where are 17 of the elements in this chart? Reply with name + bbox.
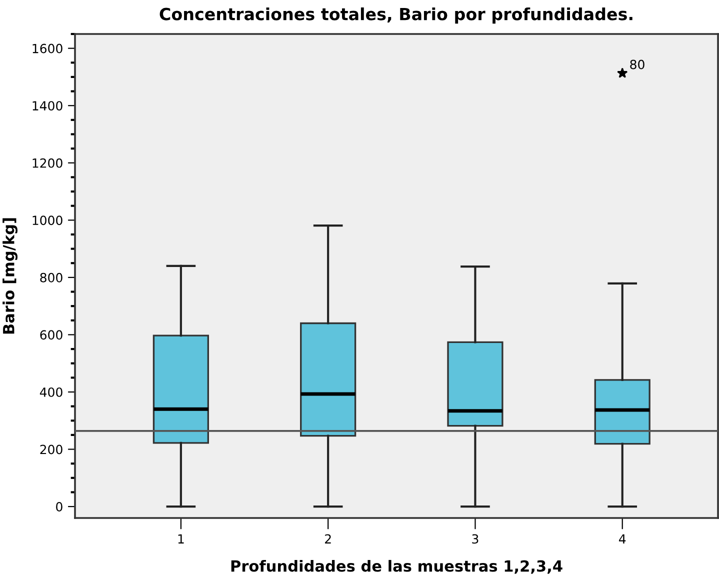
y-tick-label: 1600 [32, 44, 62, 54]
y-tick-label: 400 [40, 387, 62, 397]
y-tick-label: 200 [40, 444, 62, 454]
chart-title: Concentraciones totales, Bario por profundidades. [160, 7, 632, 24]
annotation: 80 [630, 60, 644, 70]
y-tick-label: 0 [56, 502, 62, 512]
y-axis-title: Bario [mg/kg] [2, 218, 18, 334]
y-tick-label: 800 [40, 272, 62, 282]
x-tick-label: 3 [472, 534, 478, 544]
y-tick-label: 1200 [32, 158, 62, 168]
x-tick-label: 4 [618, 534, 626, 544]
x-axis-title: Profundidades de las muestras 1,2,3,4 [231, 560, 562, 574]
y-tick-label: 1000 [32, 216, 62, 226]
y-tick-label: 600 [40, 330, 62, 340]
y-tick-label: 1400 [32, 101, 62, 111]
x-tick-label: 2 [325, 534, 331, 544]
x-tick-label: 1 [178, 534, 184, 544]
